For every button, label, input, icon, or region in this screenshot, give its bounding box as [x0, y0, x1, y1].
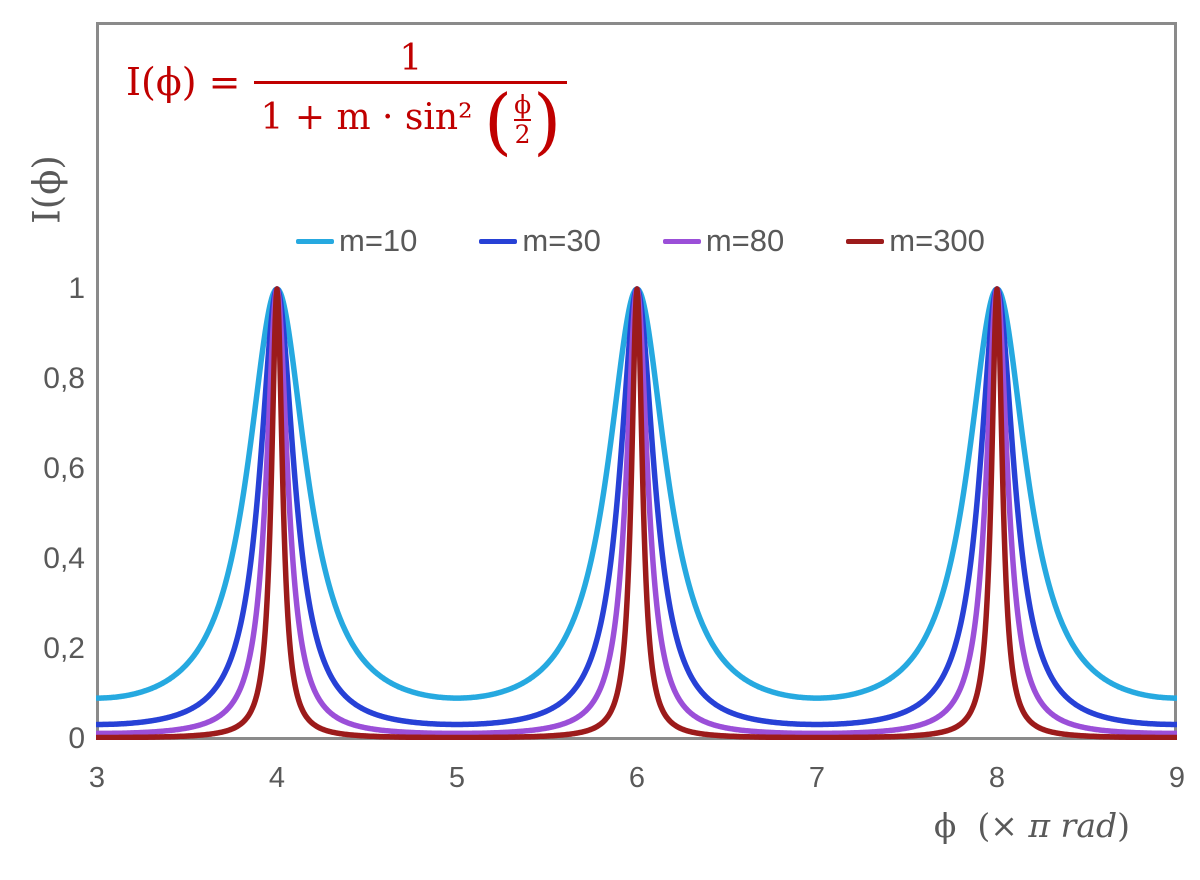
x-title-prefix: ϕ (× [933, 806, 1029, 845]
legend-swatch [662, 238, 701, 244]
legend-item-m=30: m=30 [479, 223, 601, 258]
formula-den-prefix: 1 + m · sin² [260, 96, 484, 138]
formula-fraction: 1 1 + m · sin² ( ϕ 2 ) [254, 36, 568, 163]
formula-numerator: 1 [399, 38, 423, 79]
x-tick-label: 8 [988, 762, 1006, 794]
x-tick-label: 4 [268, 762, 286, 794]
inner-fraction-bar [514, 119, 532, 121]
x-tick-label: 9 [1168, 762, 1186, 794]
x-tick-label: 3 [88, 762, 106, 794]
y-tick-label: 0,8 [43, 362, 85, 395]
y-tick-label: 0,6 [43, 452, 85, 485]
x-tick-label: 6 [628, 762, 646, 794]
legend-label: m=30 [522, 223, 601, 258]
formula-lhs: I(ϕ) = [126, 60, 241, 104]
x-axis-title: ϕ (× π rad) [830, 806, 1130, 845]
curve-m=80 [96, 286, 1177, 737]
legend-item-m=300: m=300 [846, 224, 985, 258]
x-title-italic: π rad [1028, 806, 1118, 845]
x-tick-label: 7 [808, 762, 826, 794]
legend-swatch [846, 238, 885, 244]
y-tick-label: 0,2 [43, 632, 85, 665]
formula: I(ϕ) = 1 1 + m · sin² ( ϕ 2 ) [126, 36, 568, 163]
legend: m=10 m=30 m=80 m=300 [296, 224, 985, 258]
inner-fraction: ϕ 2 [514, 90, 532, 149]
legend-swatch [296, 238, 334, 244]
y-axis-title: I(ϕ) [25, 155, 69, 224]
legend-item-m=10: m=10 [296, 224, 417, 258]
inner-denominator: 2 [514, 120, 531, 149]
y-tick-label: 0,4 [43, 542, 85, 575]
legend-label: m=300 [889, 223, 985, 258]
y-tick-label: 1 [68, 272, 85, 305]
curves-svg [96, 286, 1177, 740]
x-title-suffix: ) [1117, 806, 1130, 845]
inner-numerator: ϕ [514, 90, 532, 119]
legend-item-m=80: m=80 [662, 223, 785, 258]
legend-swatch [479, 238, 518, 244]
x-tick-label: 5 [448, 762, 466, 794]
formula-denominator: 1 + m · sin² ( ϕ 2 ) [260, 79, 562, 163]
y-tick-label: 0 [68, 722, 85, 755]
curve-m=300 [96, 286, 1177, 740]
legend-label: m=80 [705, 223, 785, 258]
fraction-bar [254, 81, 568, 84]
legend-label: m=10 [339, 223, 418, 258]
